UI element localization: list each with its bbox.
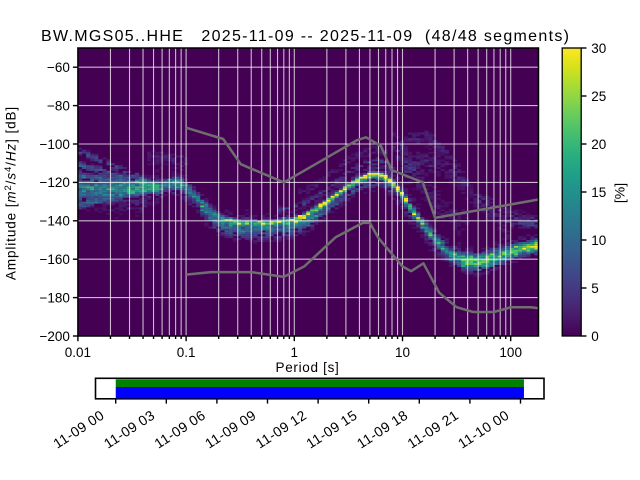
svg-text:100: 100 — [499, 345, 522, 360]
svg-text:0: 0 — [591, 329, 599, 344]
svg-text:10: 10 — [591, 233, 606, 248]
svg-text:−180: −180 — [39, 290, 69, 305]
svg-text:−80: −80 — [47, 98, 70, 113]
svg-text:0.1: 0.1 — [177, 345, 196, 360]
svg-text:1: 1 — [291, 345, 299, 360]
svg-text:[%]: [%] — [612, 183, 628, 203]
svg-text:−100: −100 — [39, 137, 69, 152]
svg-text:−200: −200 — [39, 329, 69, 344]
svg-text:25: 25 — [591, 89, 606, 104]
svg-text:Amplitude [m2/s4/Hz] [dB]: Amplitude [m2/s4/Hz] [dB] — [3, 106, 19, 280]
svg-text:5: 5 — [591, 281, 599, 296]
svg-text:20: 20 — [591, 137, 606, 152]
svg-text:BW.MGS05..HHE 2025-11-09 --: BW.MGS05..HHE 2025-11-09 -- 2025-11-09 (… — [41, 28, 570, 45]
svg-text:0.01: 0.01 — [65, 345, 91, 360]
svg-text:10: 10 — [395, 345, 410, 360]
svg-text:−120: −120 — [39, 175, 69, 190]
svg-text:15: 15 — [591, 185, 606, 200]
svg-text:−140: −140 — [39, 214, 69, 229]
svg-text:−160: −160 — [39, 252, 69, 267]
svg-text:Period [s]: Period [s] — [275, 360, 339, 375]
svg-text:30: 30 — [591, 41, 606, 56]
svg-text:−60: −60 — [47, 60, 70, 75]
